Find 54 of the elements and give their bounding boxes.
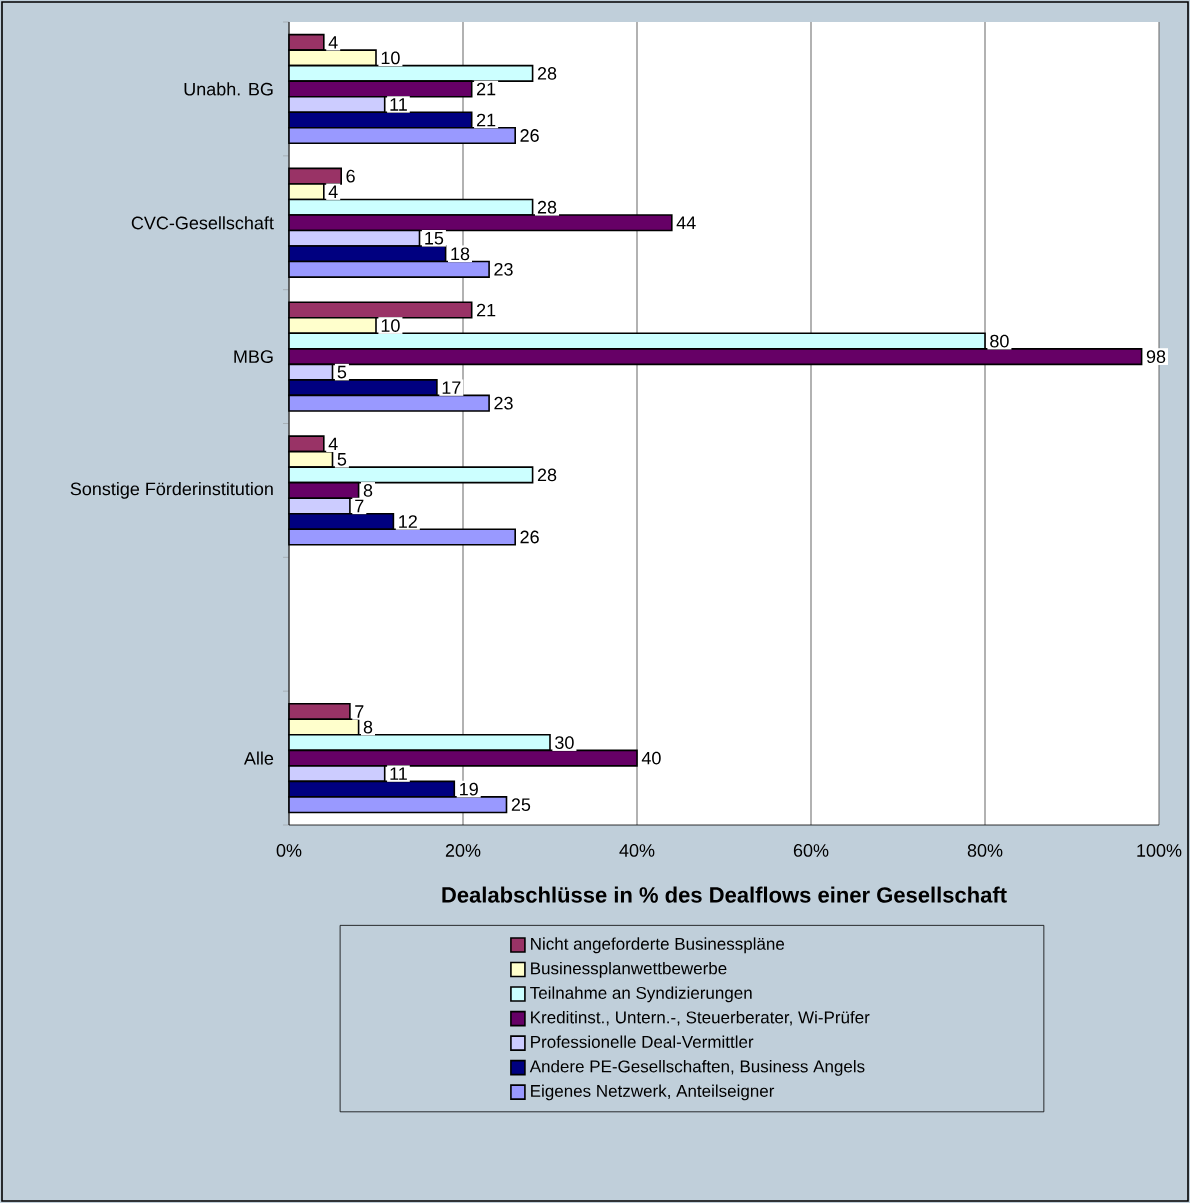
data-label: 7 [355,705,364,718]
legend-label: Andere PE-Gesellschaften, Business Angels [529,1059,865,1076]
x-tick-label: 0% [276,844,302,857]
data-label: 8 [363,484,373,497]
data-label: 21 [477,113,496,127]
data-label: 12 [399,515,417,528]
legend-label: Nicht angeforderte Businesspläne [531,937,785,954]
data-label: 28 [537,67,557,80]
y-tick-label: Alle [243,751,274,765]
data-label: 19 [460,782,478,796]
x-axis-title: Dealabschlüsse in % des Dealflows einer Gesellschaft [442,886,1007,903]
data-label: 18 [451,247,470,261]
legend-label: Eigenes Netzwerk, Anteilseigner [531,1084,775,1101]
data-label: 17 [442,381,461,394]
data-label: 80 [990,334,1009,348]
legend-label: Businessplanwettbewerbe [531,961,727,978]
data-label: 4 [328,437,338,451]
data-label: 11 [390,767,407,780]
y-tick-label: CVC-Gesellschaft [131,216,274,230]
y-tick-label: Unabh. BG [184,82,273,96]
legend-label: Teilnahme an Syndizierungen [530,986,752,1003]
data-label: 26 [520,530,539,544]
data-label: 7 [355,499,364,513]
x-tick-label: 80% [967,844,1003,857]
data-label: 5 [337,365,347,379]
data-label: 11 [390,98,407,111]
data-label: 6 [346,169,355,183]
legend-label: Professionelle Deal-Vermittler [531,1035,754,1048]
x-tick-label: 100% [1137,844,1182,857]
data-label: 30 [555,736,574,749]
x-tick-label: 40% [619,844,655,857]
data-label: 5 [337,453,347,466]
data-label: 10 [381,51,400,65]
x-tick-label: 60% [793,844,829,857]
data-label: 44 [676,216,696,229]
data-label: 28 [537,468,557,482]
y-tick-label: Sonstige Förderinstitution [70,482,273,499]
data-label: 98 [1146,350,1166,363]
data-label: 25 [511,798,531,812]
data-label: 26 [520,129,539,142]
data-label: 28 [537,200,557,214]
data-label: 40 [641,751,661,765]
data-label: 23 [494,262,513,276]
legend-label: Kreditinst., Untern.-, Steuerberater, Wi-Prüfer [531,1010,870,1026]
x-tick-label: 20% [445,844,481,857]
data-label: 21 [477,303,496,317]
y-tick-label: MBG [234,350,273,363]
data-label: 4 [328,185,338,198]
data-label: 15 [425,232,444,245]
data-label: 8 [363,720,373,734]
data-label: 23 [494,396,513,410]
data-label: 4 [328,36,338,49]
data-label: 21 [477,82,496,96]
data-label: 10 [381,319,400,332]
